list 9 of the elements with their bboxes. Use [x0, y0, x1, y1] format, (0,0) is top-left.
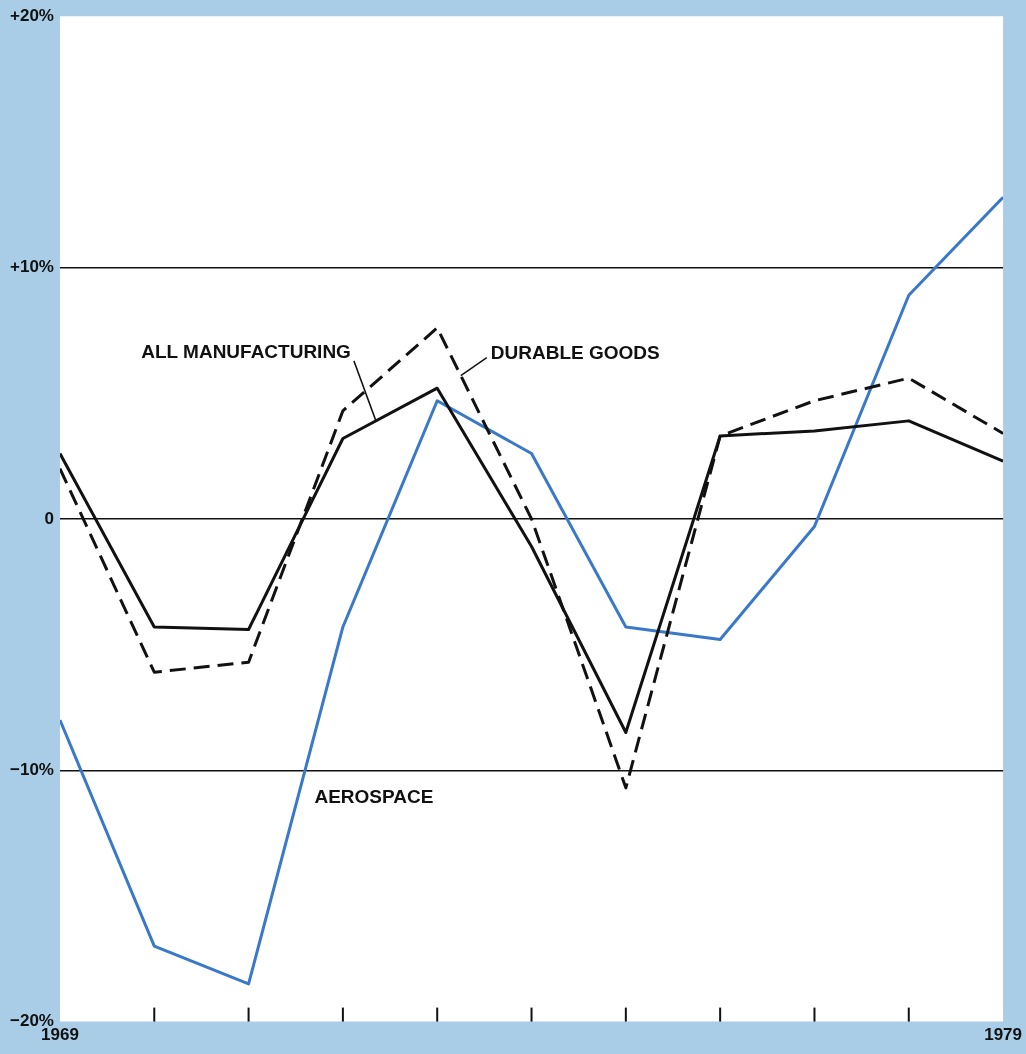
- series-label: AEROSPACE: [314, 785, 434, 807]
- y-tick-label: +20%: [10, 5, 54, 25]
- line-series: [59, 326, 1004, 790]
- y-tick-label: 0: [44, 508, 54, 528]
- y-tick-label: +10%: [10, 257, 54, 277]
- x-tick-label: 1979: [984, 1025, 1022, 1045]
- text: ALL MANUFACTURING: [141, 341, 351, 363]
- y-tick-label: −10%: [10, 759, 54, 779]
- series-label: DURABLE GOODS: [490, 341, 660, 363]
